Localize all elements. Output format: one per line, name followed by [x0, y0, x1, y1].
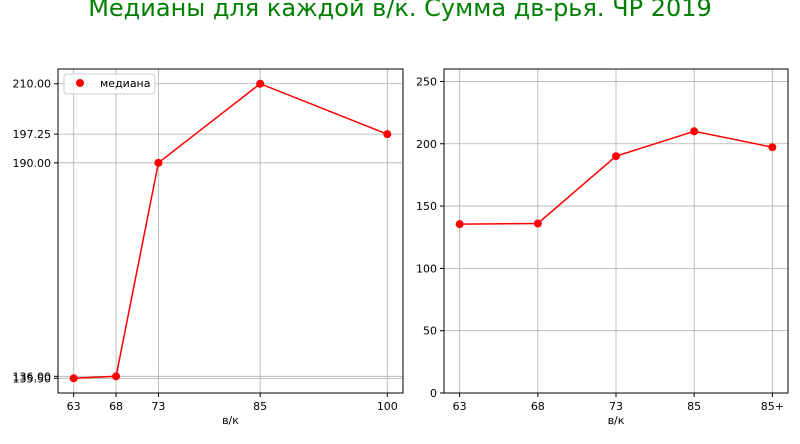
chart1-xtick-label-1: 68	[109, 400, 123, 413]
chart2-xtick-label-3: 85	[687, 400, 701, 413]
chart1-xlabel: в/к	[222, 414, 239, 427]
chart2-xtick-label-1: 68	[531, 400, 545, 413]
chart1-point-3	[256, 80, 264, 88]
chart1-ytick-label-2: 190.00	[13, 157, 52, 170]
figure-title: Медианы для каждой в/к. Сумма дв-рья. ЧР…	[0, 0, 800, 22]
chart2-xlabel: в/к	[608, 414, 625, 427]
chart1-point-1	[112, 372, 120, 380]
chart2-xtick-label-4: 85+	[761, 400, 784, 413]
chart2-point-1	[534, 220, 542, 228]
chart1-xtick-label-2: 73	[151, 400, 165, 413]
chart2-xtick-label-0: 63	[453, 400, 467, 413]
chart2-xtick-label-2: 73	[609, 400, 623, 413]
chart2-ytick-label-3: 150	[416, 200, 437, 213]
chart2-point-3	[690, 127, 698, 135]
chart2-point-4	[768, 143, 776, 151]
chart1-ytick-label-1: 136.00	[13, 370, 52, 383]
chart2-point-0	[456, 220, 464, 228]
chart1-xtick-label-4: 100	[377, 400, 398, 413]
chart1-point-2	[154, 159, 162, 167]
chart1-ytick-label-4: 210.00	[13, 78, 52, 91]
chart1-legend-marker	[76, 79, 84, 87]
chart1-legend-label: медиана	[100, 77, 151, 90]
chart2-ytick-label-2: 100	[416, 262, 437, 275]
chart1-xtick-label-0: 63	[67, 400, 81, 413]
chart1-point-4	[383, 130, 391, 138]
chart1-point-0	[70, 374, 78, 382]
chart2-ytick-label-5: 250	[416, 75, 437, 88]
chart1-series-line	[74, 84, 388, 379]
chart2-ytick-label-4: 200	[416, 138, 437, 151]
chart2-ytick-label-0: 0	[430, 387, 437, 400]
chart2-point-2	[612, 152, 620, 160]
chart1-xtick-label-3: 85	[253, 400, 267, 413]
chart1-axes-frame	[58, 69, 403, 393]
chart1-ytick-label-3: 197.25	[13, 128, 52, 141]
chart2-ytick-label-1: 50	[423, 325, 437, 338]
